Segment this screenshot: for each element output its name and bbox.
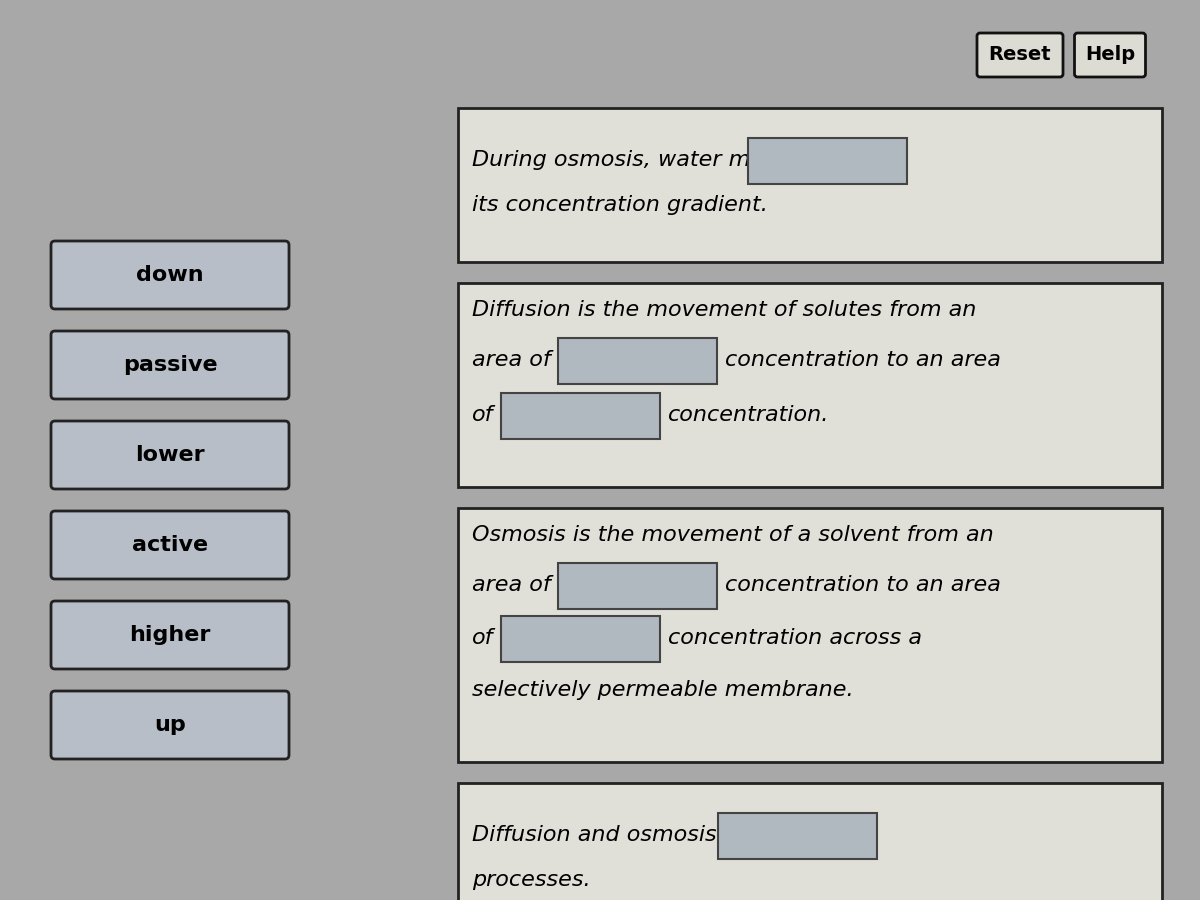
Text: of: of: [472, 628, 493, 648]
FancyBboxPatch shape: [50, 241, 289, 309]
FancyBboxPatch shape: [502, 393, 660, 439]
Text: concentration to an area: concentration to an area: [725, 575, 1001, 595]
Text: its concentration gradient.: its concentration gradient.: [472, 195, 768, 215]
Text: area of: area of: [472, 350, 551, 370]
Text: Diffusion is the movement of solutes from an: Diffusion is the movement of solutes fro…: [472, 300, 977, 320]
FancyBboxPatch shape: [458, 283, 1162, 487]
FancyBboxPatch shape: [977, 33, 1063, 77]
Text: down: down: [136, 265, 204, 285]
FancyBboxPatch shape: [50, 421, 289, 489]
Text: Reset: Reset: [989, 46, 1051, 65]
FancyBboxPatch shape: [50, 601, 289, 669]
Text: processes.: processes.: [472, 870, 590, 890]
Text: lower: lower: [136, 445, 205, 465]
Text: passive: passive: [122, 355, 217, 375]
FancyBboxPatch shape: [502, 616, 660, 662]
FancyBboxPatch shape: [748, 138, 907, 184]
FancyBboxPatch shape: [558, 563, 718, 609]
Text: Diffusion and osmosis are: Diffusion and osmosis are: [472, 825, 761, 845]
Text: Osmosis is the movement of a solvent from an: Osmosis is the movement of a solvent fro…: [472, 525, 994, 545]
Text: concentration.: concentration.: [668, 405, 829, 425]
FancyBboxPatch shape: [50, 511, 289, 579]
Text: area of: area of: [472, 575, 551, 595]
FancyBboxPatch shape: [558, 338, 718, 384]
Text: active: active: [132, 535, 208, 555]
FancyBboxPatch shape: [458, 783, 1162, 900]
Text: Help: Help: [1085, 46, 1135, 65]
FancyBboxPatch shape: [458, 108, 1162, 262]
FancyBboxPatch shape: [458, 508, 1162, 762]
Text: selectively permeable membrane.: selectively permeable membrane.: [472, 680, 853, 700]
Text: concentration to an area: concentration to an area: [725, 350, 1001, 370]
Text: up: up: [154, 715, 186, 735]
FancyBboxPatch shape: [1074, 33, 1146, 77]
FancyBboxPatch shape: [50, 331, 289, 399]
FancyBboxPatch shape: [50, 691, 289, 759]
Text: of: of: [472, 405, 493, 425]
FancyBboxPatch shape: [718, 813, 877, 859]
Text: higher: higher: [130, 625, 211, 645]
Text: During osmosis, water moves: During osmosis, water moves: [472, 150, 803, 170]
Text: concentration across a: concentration across a: [668, 628, 922, 648]
